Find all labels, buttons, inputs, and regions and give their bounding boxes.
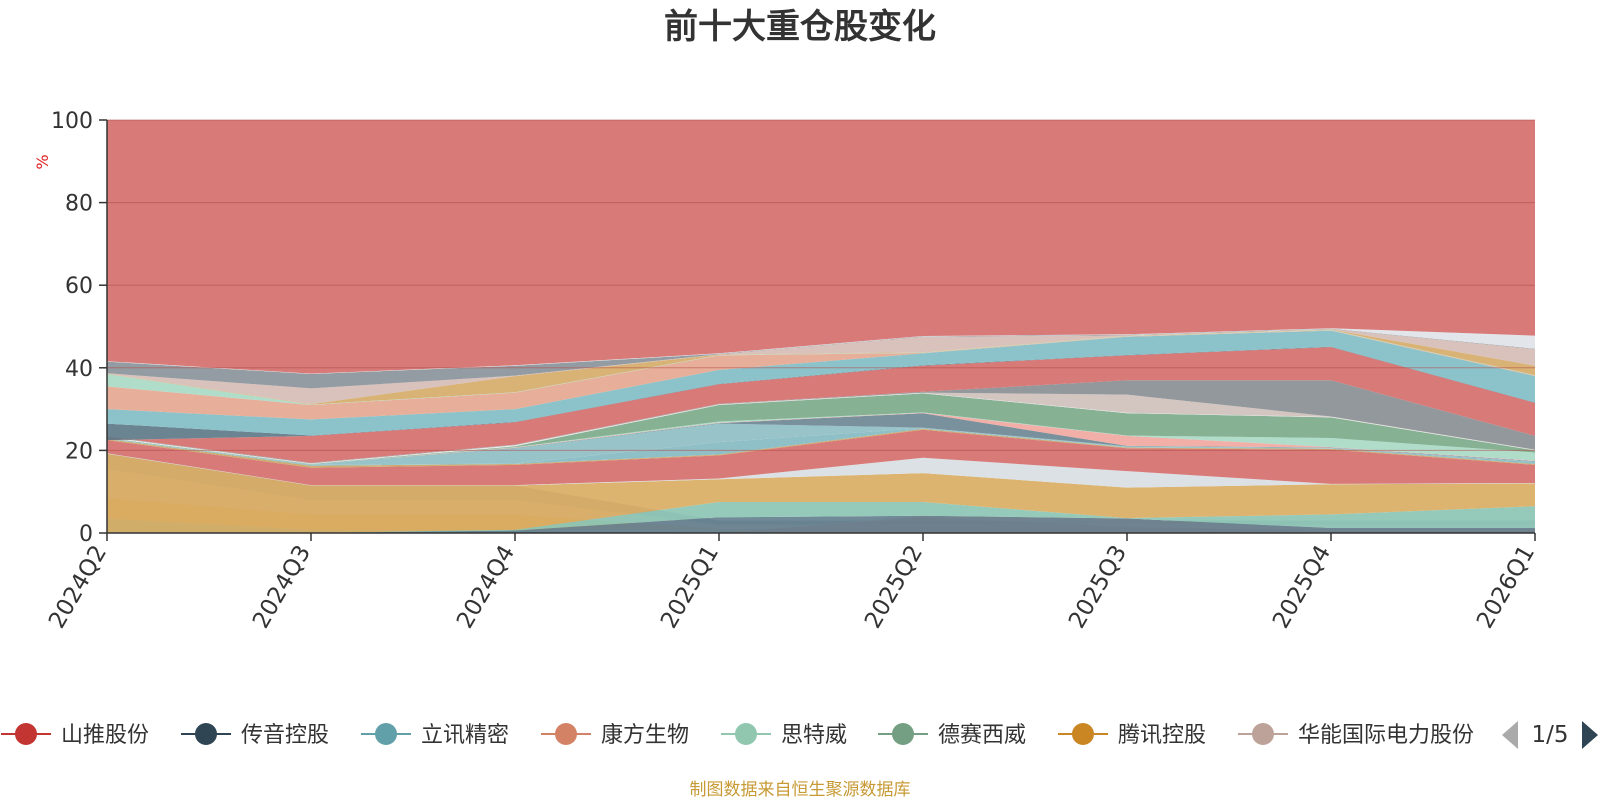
- source-note: 制图数据来自恒生聚源数据库: [690, 780, 911, 800]
- legend-item-3[interactable]: 立讯精密: [361, 723, 509, 748]
- legend-item-2[interactable]: 传音控股: [181, 723, 329, 748]
- legend-marker: [892, 723, 914, 745]
- x-tick-label-2025Q3: 2025Q3: [1064, 541, 1132, 633]
- legend-item-7[interactable]: 腾讯控股: [1058, 723, 1206, 748]
- legend-marker: [195, 723, 217, 745]
- x-tick-label-2024Q4: 2024Q4: [452, 541, 520, 633]
- y-tick-label-60: 60: [65, 274, 93, 299]
- legend-next-icon[interactable]: [1582, 721, 1598, 749]
- legend-prev-icon[interactable]: [1502, 721, 1518, 749]
- y-axis-unit-label: %: [33, 154, 52, 169]
- legend-item-1[interactable]: 山推股份: [1, 723, 149, 748]
- legend-marker: [15, 723, 37, 745]
- chart-title: 前十大重仓股变化: [664, 7, 936, 47]
- legend-label: 立讯精密: [421, 723, 509, 748]
- legend-marker: [555, 723, 577, 745]
- x-tick-label-2024Q3: 2024Q3: [248, 541, 316, 633]
- legend-label: 腾讯控股: [1118, 723, 1206, 748]
- legend-marker: [1072, 723, 1094, 745]
- x-tick-label-2025Q2: 2025Q2: [860, 541, 928, 633]
- legend-item-8[interactable]: 华能国际电力股份: [1238, 723, 1474, 748]
- legend-marker: [1252, 723, 1274, 745]
- legend-label: 思特威: [781, 723, 847, 748]
- legend-marker: [735, 723, 757, 745]
- x-tick-label-2026Q1: 2026Q1: [1472, 541, 1540, 633]
- legend-item-5[interactable]: 思特威: [721, 723, 847, 748]
- legend-label: 康方生物: [601, 723, 689, 748]
- area-bands: [107, 120, 1535, 533]
- legend-label: 山推股份: [61, 723, 149, 748]
- legend-pager: 1/5: [1502, 721, 1598, 749]
- legend-label: 传音控股: [241, 723, 329, 748]
- legend-item-4[interactable]: 康方生物: [541, 723, 689, 748]
- legend-label: 德赛西威: [938, 723, 1026, 748]
- x-tick-label-2024Q2: 2024Q2: [44, 541, 112, 633]
- legend-marker: [375, 723, 397, 745]
- legend-page-indicator: 1/5: [1531, 722, 1568, 748]
- y-tick-label-40: 40: [65, 357, 93, 382]
- x-tick-label-2025Q1: 2025Q1: [656, 541, 724, 633]
- legend-item-6[interactable]: 德赛西威: [878, 723, 1026, 748]
- y-tick-label-100: 100: [51, 109, 93, 134]
- y-tick-label-20: 20: [65, 439, 93, 464]
- chart-canvas: 前十大重仓股变化 0204060801002024Q2 2024Q3 2024Q4 2…: [0, 0, 1600, 800]
- legend-label: 华能国际电力股份: [1298, 723, 1474, 748]
- legend: 山推股份 传音控股 立讯精密 康方生物 思特威 德赛西威 腾讯控股 华能国际电力股份: [1, 723, 1474, 748]
- y-tick-label-80: 80: [65, 192, 93, 217]
- x-tick-label-2025Q4: 2025Q4: [1268, 541, 1336, 633]
